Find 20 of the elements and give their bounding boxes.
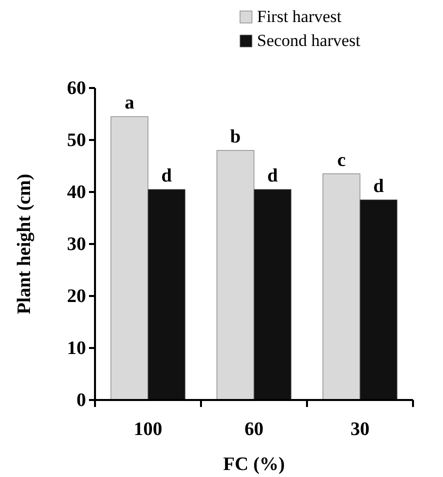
y-tick-label: 50: [67, 130, 86, 152]
legend-label: First harvest: [257, 7, 342, 26]
y-tick-label: 10: [67, 338, 86, 360]
x-tick-label: 30: [350, 419, 370, 440]
y-tick-label: 20: [67, 286, 86, 308]
annotation: c: [337, 150, 346, 171]
annotation: d: [161, 165, 172, 186]
y-tick-label: 40: [67, 182, 86, 204]
annotation: d: [267, 165, 278, 186]
annotation: b: [230, 126, 241, 148]
y-axis-title: Plant height (cm): [14, 174, 35, 314]
x-axis-title: FC (%): [223, 454, 285, 475]
x-tick-label: 60: [244, 419, 264, 440]
y-tick-label: 30: [67, 234, 86, 256]
legend-label: Second harvest: [257, 31, 361, 50]
y-tick-label: 0: [76, 390, 86, 412]
annotation: d: [373, 176, 384, 197]
y-tick-label: 60: [67, 78, 86, 100]
annotation: a: [124, 92, 135, 114]
x-tick-label: 100: [134, 419, 162, 440]
